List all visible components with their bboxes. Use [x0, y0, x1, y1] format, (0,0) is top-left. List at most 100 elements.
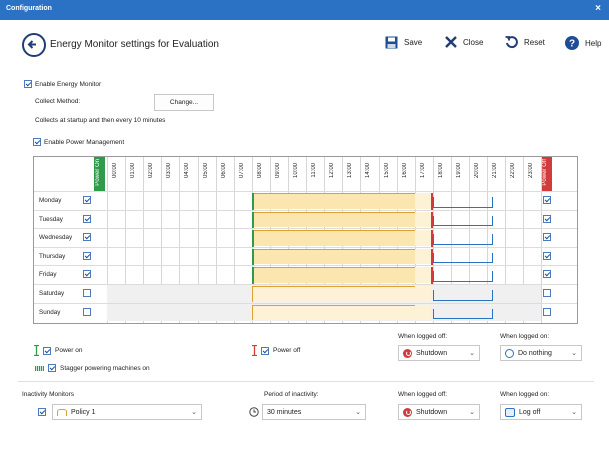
- legend-power-off: Power off: [252, 345, 300, 356]
- power-off-marker[interactable]: [430, 211, 433, 229]
- save-icon: [385, 36, 398, 49]
- policy-select[interactable]: Policy 1 ⌄: [52, 404, 202, 420]
- change-button[interactable]: Change...: [154, 94, 214, 111]
- schedule-band[interactable]: [251, 304, 415, 321]
- when-logged-off-select[interactable]: Shutdown ⌄: [398, 345, 480, 361]
- power-on-marker[interactable]: [251, 211, 254, 229]
- hour-label: 10:00: [293, 163, 299, 179]
- power-on-marker[interactable]: [251, 248, 254, 266]
- hour-label: 19:00: [455, 163, 462, 179]
- inactivity-logged-off-select[interactable]: Shutdown ⌄: [398, 404, 480, 420]
- period-select[interactable]: 30 minutes ⌄: [262, 404, 366, 420]
- enable-energy-monitor-checkbox[interactable]: [24, 80, 32, 88]
- power-on-day-checkbox[interactable]: [83, 196, 91, 204]
- power-on-label: Power on: [55, 347, 83, 354]
- power-off-marker[interactable]: [430, 248, 433, 266]
- power-on-marker[interactable]: [251, 193, 254, 210]
- inactivity-checkbox[interactable]: [38, 408, 46, 416]
- save-button[interactable]: Save: [385, 36, 422, 49]
- power-off-marker[interactable]: [430, 230, 433, 247]
- reset-button[interactable]: Reset: [505, 36, 545, 49]
- hour-gridline: [541, 157, 543, 323]
- stagger-bracket[interactable]: [432, 252, 493, 264]
- schedule-band[interactable]: [251, 211, 415, 228]
- power-on-day-checkbox[interactable]: [83, 307, 91, 316]
- power-off-day-checkbox[interactable]: [543, 289, 552, 297]
- hour-gridline: [179, 157, 181, 323]
- log-off-icon: [505, 407, 515, 417]
- inactivity-logged-on-value: Log off: [519, 408, 541, 416]
- hour-gridline: [523, 157, 525, 323]
- stagger-bracket[interactable]: [432, 271, 493, 282]
- stagger-bracket[interactable]: [432, 215, 493, 227]
- schedule-band[interactable]: [251, 248, 415, 265]
- hour-label: 00:00: [112, 163, 118, 179]
- enable-energy-monitor-label: Enable Energy Monitor: [35, 80, 102, 88]
- power-off-day-checkbox[interactable]: [543, 214, 552, 223]
- inactivity-logged-on-label: When logged on:: [500, 391, 550, 398]
- inactivity-checkbox-wrap: [38, 408, 46, 416]
- stagger-bracket[interactable]: [432, 290, 493, 301]
- do-nothing-icon: [505, 348, 514, 358]
- row-gridline: [34, 302, 577, 304]
- power-on-marker[interactable]: [251, 230, 254, 247]
- enable-energy-monitor[interactable]: Enable Energy Monitor: [24, 80, 101, 88]
- back-button[interactable]: [22, 33, 46, 57]
- window-close-button[interactable]: ×: [595, 3, 601, 14]
- power-off-label: Power off: [273, 347, 301, 354]
- power-off-day-checkbox[interactable]: [543, 196, 552, 204]
- schedule-start-marker[interactable]: [251, 304, 254, 321]
- hour-label: 07:00: [238, 163, 245, 179]
- row-gridline: [34, 265, 577, 267]
- hour-gridline: [469, 157, 470, 323]
- power-on-day-checkbox[interactable]: [83, 289, 91, 297]
- hour-gridline: [107, 157, 108, 323]
- policy-value: Policy 1: [71, 408, 96, 416]
- power-off-checkbox[interactable]: [261, 346, 269, 355]
- schedule-band-extended: [414, 286, 431, 302]
- close-button[interactable]: Close: [445, 36, 483, 48]
- row-gridline: [34, 284, 577, 285]
- stagger-bracket[interactable]: [432, 234, 493, 245]
- hour-label: 06:00: [220, 163, 227, 179]
- legend-stagger: Stagger powering machines on: [35, 364, 150, 372]
- power-off-column-label: Power Off: [542, 159, 549, 186]
- enable-power-management-checkbox[interactable]: [33, 138, 41, 146]
- when-logged-off-value: Shutdown: [416, 349, 448, 357]
- title-bar: Configuration ×: [0, 0, 609, 20]
- help-button[interactable]: ? Help: [565, 36, 601, 50]
- power-on-day-checkbox[interactable]: [83, 251, 91, 260]
- stagger-bracket[interactable]: [432, 308, 493, 320]
- power-on-checkbox[interactable]: [43, 346, 51, 355]
- stagger-checkbox[interactable]: [48, 364, 56, 372]
- enable-power-management[interactable]: Enable Power Management: [33, 138, 124, 146]
- hour-gridline: [233, 157, 235, 323]
- power-on-day-checkbox[interactable]: [83, 214, 91, 223]
- power-off-day-checkbox[interactable]: [543, 233, 552, 242]
- schedule-band[interactable]: [251, 193, 415, 209]
- collects-description: Collects at startup and then every 10 mi…: [35, 117, 166, 124]
- power-off-marker[interactable]: [430, 193, 433, 210]
- power-on-column-header: Power On: [94, 157, 105, 191]
- when-logged-on-select[interactable]: Do nothing ⌄: [500, 345, 582, 361]
- schedule-band[interactable]: [251, 230, 415, 246]
- close-icon: [445, 36, 457, 48]
- power-off-day-checkbox[interactable]: [543, 251, 552, 260]
- schedule-start-marker[interactable]: [251, 286, 254, 302]
- inactivity-logged-on-select[interactable]: Log off ⌄: [500, 404, 582, 420]
- chevron-down-icon: ⌄: [469, 350, 475, 357]
- power-schedule-grid[interactable]: Power On Power Off 00:00 01:00 02:00 03:00 04:…: [33, 156, 578, 324]
- power-on-day-checkbox[interactable]: [83, 270, 91, 279]
- stagger-bracket[interactable]: [432, 197, 493, 208]
- power-off-marker[interactable]: [430, 267, 433, 284]
- power-on-marker[interactable]: [251, 267, 254, 284]
- schedule-band[interactable]: [251, 286, 415, 302]
- schedule-band[interactable]: [251, 267, 415, 283]
- hour-label: 05:00: [202, 163, 209, 179]
- power-off-day-checkbox[interactable]: [543, 270, 552, 279]
- day-label: Thursday: [39, 252, 66, 260]
- power-on-day-checkbox[interactable]: [83, 233, 91, 242]
- divider: [18, 381, 594, 382]
- row-gridline: [34, 209, 577, 211]
- power-off-day-checkbox[interactable]: [543, 307, 552, 316]
